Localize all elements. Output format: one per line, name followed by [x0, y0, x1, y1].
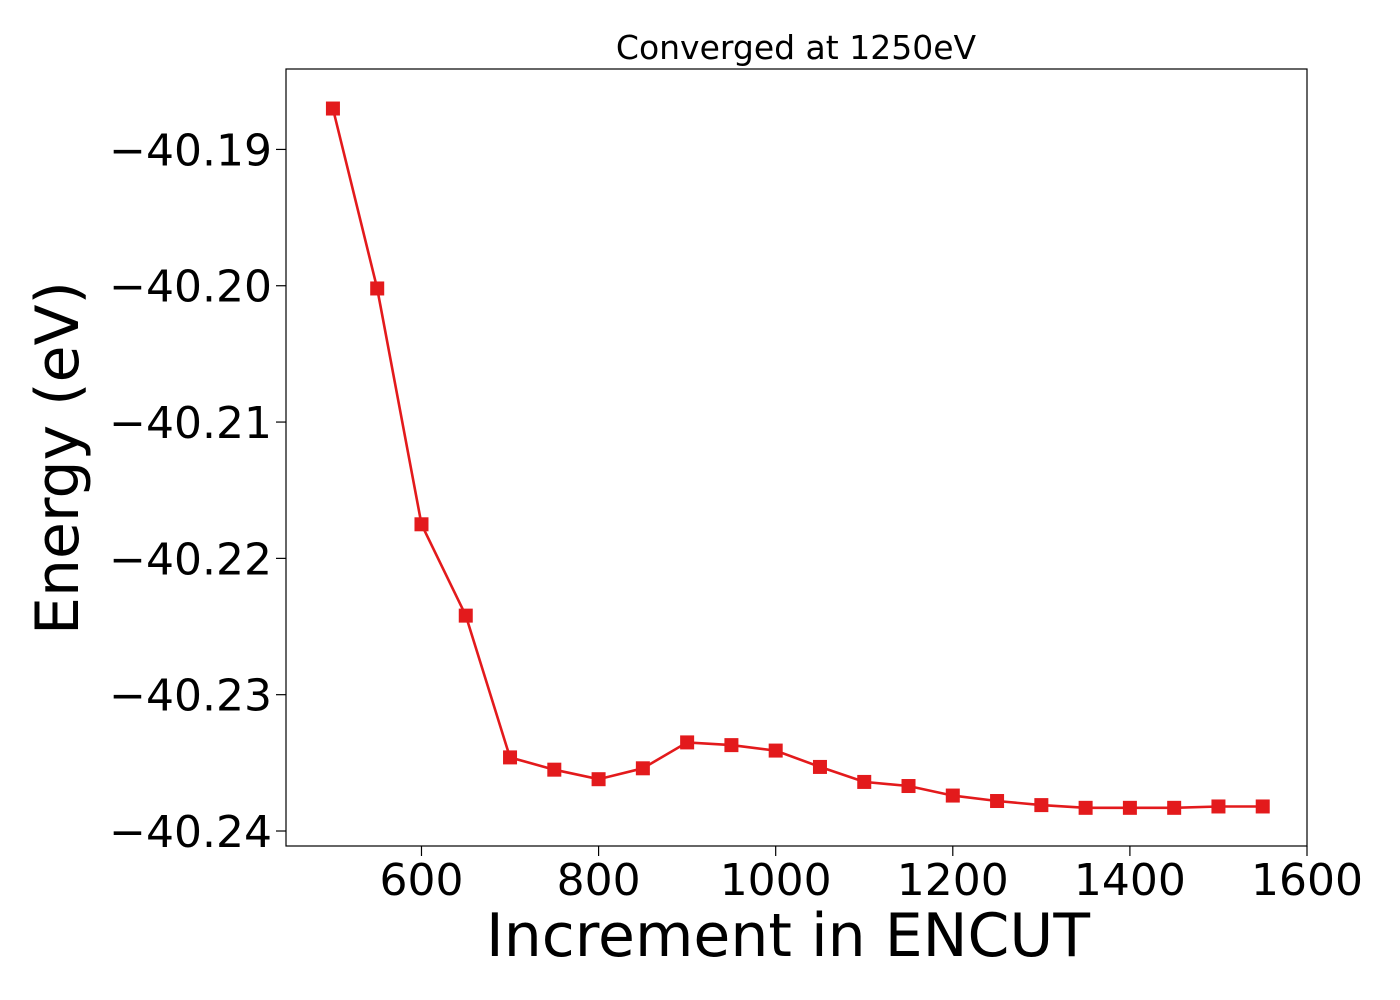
- y-tick-label: −40.20: [109, 262, 272, 313]
- x-tick-label: 1200: [897, 855, 1009, 906]
- x-axis-label: Increment in ENCUT: [486, 901, 1090, 971]
- data-point-marker: [414, 517, 429, 532]
- y-tick-label: −40.21: [109, 398, 272, 449]
- data-point-marker: [990, 794, 1005, 809]
- x-tick-label: 800: [557, 855, 641, 906]
- data-point-marker: [503, 750, 518, 765]
- data-point-marker: [768, 743, 783, 758]
- series-line: [331, 108, 1263, 810]
- data-point-marker: [1078, 800, 1093, 815]
- data-point-marker: [1255, 799, 1270, 814]
- data-point-marker: [325, 101, 340, 116]
- data-point-marker: [635, 761, 650, 776]
- data-point-marker: [1034, 798, 1049, 813]
- plot-frame: [285, 68, 1308, 847]
- y-tick-label: −40.24: [109, 807, 272, 858]
- y-tick-label: −40.22: [109, 534, 272, 585]
- y-tick-label: −40.19: [109, 125, 272, 176]
- data-point-marker: [724, 738, 739, 753]
- x-tick-label: 600: [379, 855, 463, 906]
- data-point-marker: [1167, 800, 1182, 815]
- x-tick-label: 1600: [1251, 855, 1363, 906]
- y-axis: −40.19 −40.20 −40.21 −40.22 −40.23 −40.24: [109, 125, 286, 858]
- x-axis: 600 800 1000 1200 1400 1600: [379, 846, 1363, 906]
- x-tick-label: 1400: [1074, 855, 1186, 906]
- chart-title: Converged at 1250eV: [616, 28, 977, 67]
- x-tick-label: 1000: [720, 855, 832, 906]
- data-point-marker: [591, 772, 606, 787]
- data-point-marker: [458, 608, 473, 623]
- data-point-marker: [901, 779, 916, 794]
- y-tick-label: −40.23: [109, 671, 272, 722]
- plot-area: [325, 101, 1270, 815]
- data-point-marker: [680, 735, 695, 750]
- data-point-marker: [1211, 799, 1226, 814]
- data-point-marker: [812, 759, 827, 774]
- data-point-marker: [547, 762, 562, 777]
- data-point-marker: [945, 788, 960, 803]
- data-point-marker: [1122, 800, 1137, 815]
- y-axis-label: Energy (eV): [23, 281, 93, 635]
- data-point-marker: [857, 774, 872, 789]
- data-point-marker: [370, 281, 385, 296]
